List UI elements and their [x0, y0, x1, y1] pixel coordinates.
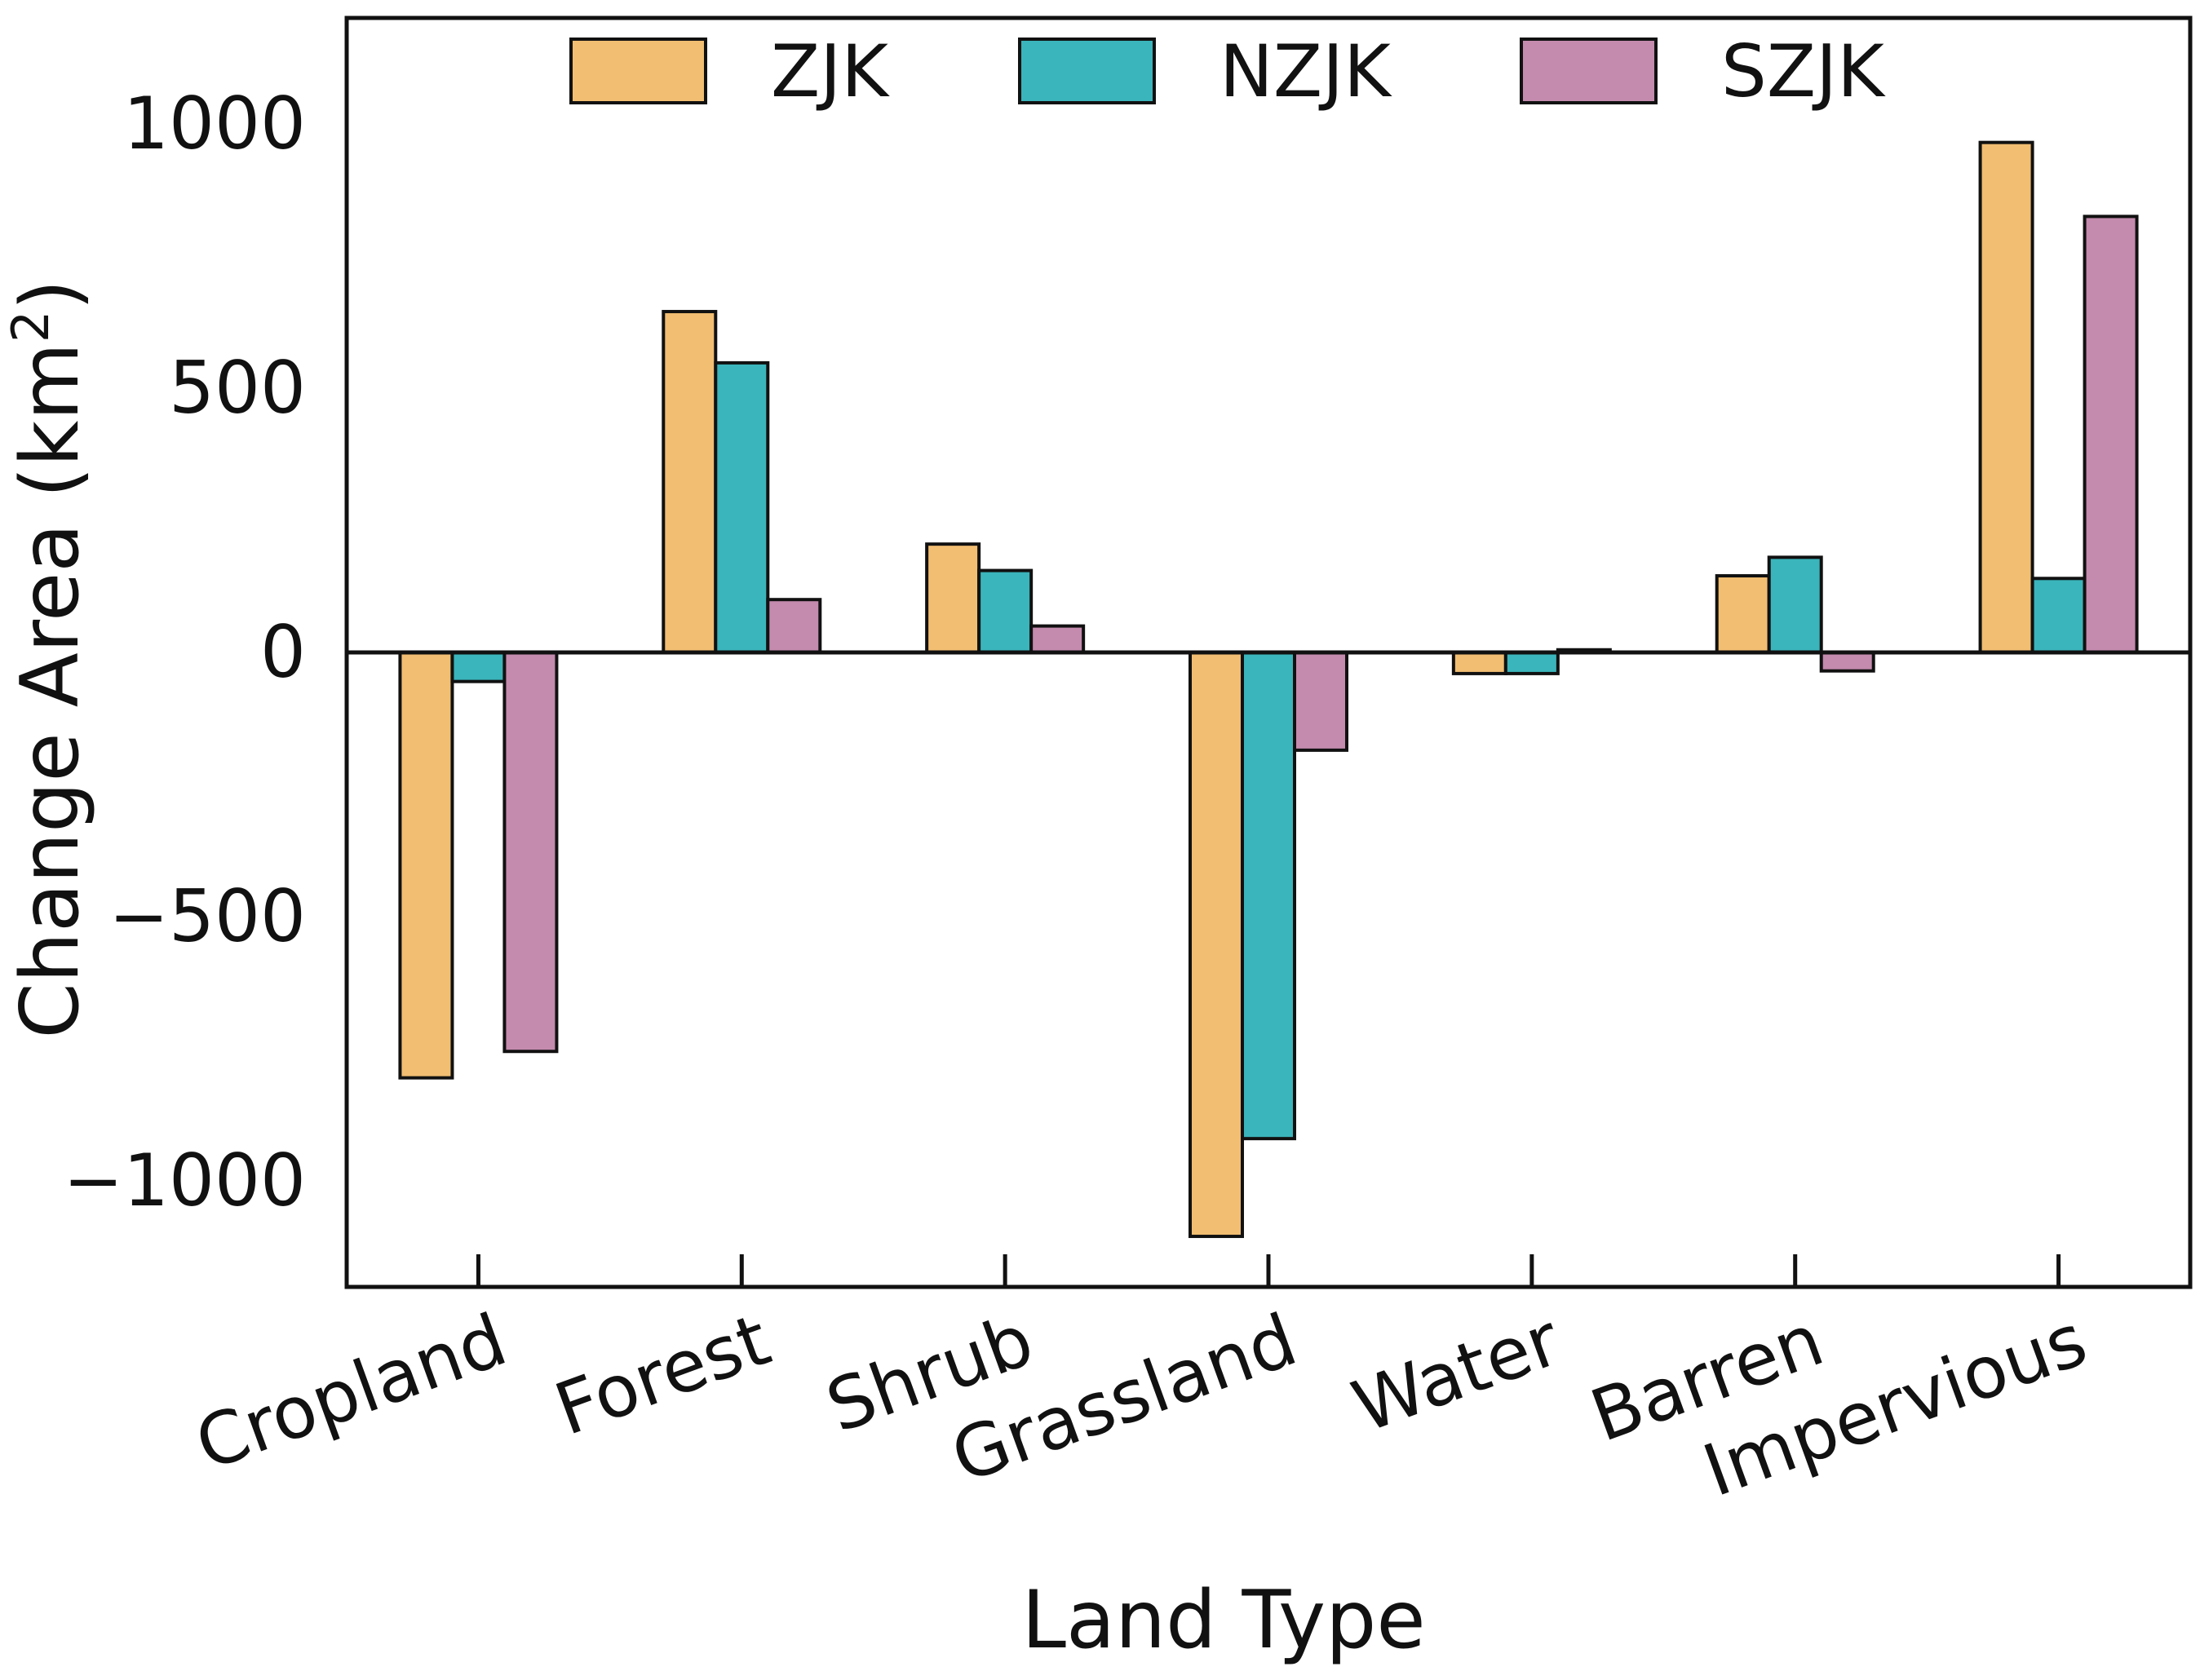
y-tick-label: −500: [108, 874, 306, 958]
bar-szjk-shrub: [1029, 624, 1086, 654]
bar-szjk-forest: [766, 598, 822, 655]
bar-zjk-impervious: [1978, 140, 2034, 654]
legend-label-zjk: ZJK: [771, 29, 890, 113]
legend: ZJK NZJK SZJK: [569, 29, 1886, 113]
bar-nzjk-impervious: [2030, 577, 2087, 655]
bar-zjk-shrub: [925, 542, 981, 654]
legend-label-szjk: SZJK: [1721, 29, 1886, 113]
bar-nzjk-grassland: [1241, 651, 1296, 1141]
x-axis-title: Land Type: [1021, 1574, 1425, 1667]
y-axis-title-main: Change Area (km: [4, 343, 97, 1038]
bar-nzjk-barren: [1767, 555, 1823, 654]
x-tick-label-forest: Forest: [544, 1298, 780, 1452]
x-tick-label-water: Water: [1342, 1298, 1570, 1449]
y-axis-title-close: ): [4, 279, 97, 310]
legend-label-nzjk: NZJK: [1220, 29, 1392, 113]
bar-nzjk-forest: [714, 360, 770, 654]
bar-zjk-grassland: [1189, 651, 1244, 1239]
legend-swatch-szjk: [1520, 38, 1658, 104]
plot-frame: [344, 15, 2193, 1289]
bar-szjk-barren: [1819, 651, 1875, 673]
y-axis-title-superscript: 2: [1, 311, 60, 343]
bar-szjk-grassland: [1293, 651, 1348, 752]
bar-nzjk-shrub: [977, 568, 1034, 654]
bar-zjk-barren: [1715, 574, 1771, 654]
y-ticks-group: 1000 500 0 −500 −1000: [63, 82, 306, 1222]
bar-zjk-water: [1451, 651, 1507, 675]
y-axis-title: Change Area (km2): [1, 279, 97, 1038]
bar-nzjk-cropland: [450, 651, 507, 683]
bar-nzjk-water: [1503, 651, 1560, 675]
y-tick-label: 0: [260, 610, 306, 694]
legend-swatch-nzjk: [1018, 38, 1156, 104]
bars-group: [398, 140, 2139, 1239]
x-tick-label-cropland: Cropland: [185, 1298, 517, 1487]
y-tick-label: 1000: [123, 82, 306, 166]
bar-szjk-impervious: [2083, 214, 2139, 654]
bar-zjk-forest: [662, 310, 718, 654]
bar-zjk-cropland: [398, 651, 454, 1080]
legend-swatch-zjk: [569, 38, 707, 104]
y-tick-label: 500: [169, 346, 306, 430]
y-tick-label: −1000: [63, 1138, 306, 1222]
bar-szjk-cropland: [502, 651, 559, 1054]
